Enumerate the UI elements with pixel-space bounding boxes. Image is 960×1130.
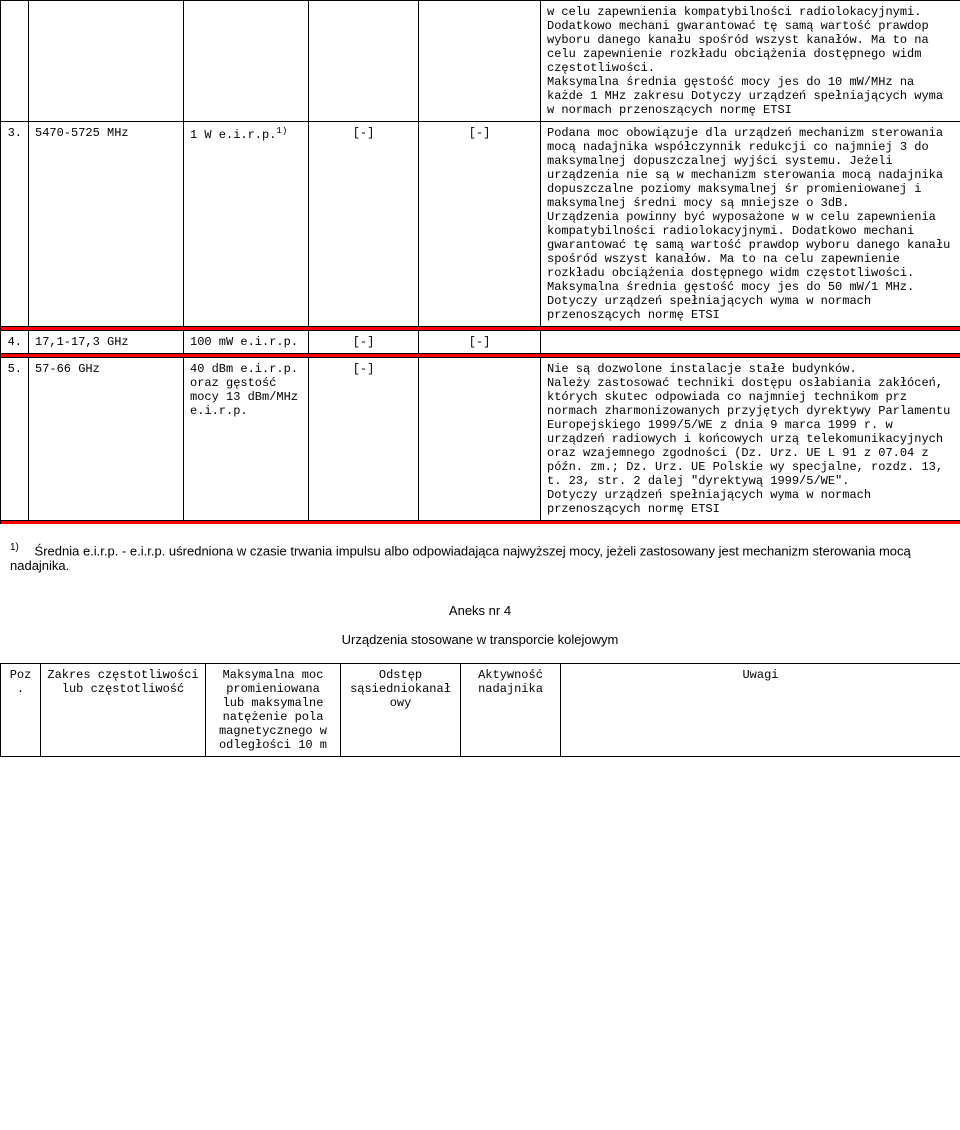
cell-notes: Podana moc obowiązuje dla urządzeń mecha… xyxy=(541,122,960,327)
table-row: w celu zapewnienia kompatybilności radio… xyxy=(1,1,960,122)
header-cell: Poz. xyxy=(1,664,41,757)
header-cell: Aktywność nadajnika xyxy=(461,664,561,757)
header-cell: Odstęp sąsiedniokanał owy xyxy=(341,664,461,757)
table-row: 4. 17,1-17,3 GHz 100 mW e.i.r.p. [-] [-] xyxy=(1,331,960,354)
cell-notes: Nie są dozwolone instalacje stałe budynk… xyxy=(541,358,960,521)
cell-power xyxy=(184,1,309,122)
table-header-row: Poz. Zakres częstotliwości lub częstotli… xyxy=(1,664,960,757)
cell-idx: 3. xyxy=(1,122,29,327)
cell-notes xyxy=(541,331,960,354)
superscript: 1) xyxy=(276,126,287,136)
cell-range: 5470-5725 MHz xyxy=(29,122,184,327)
cell-power: 40 dBm e.i.r.p. oraz gęstość mocy 13 dBm… xyxy=(184,358,309,521)
cell-power: 100 mW e.i.r.p. xyxy=(184,331,309,354)
cell-c1: [-] xyxy=(309,331,419,354)
annex-header-table: Poz. Zakres częstotliwości lub częstotli… xyxy=(0,663,960,757)
footnote-marker: 1) xyxy=(10,542,31,553)
header-cell: Maksymalna moc promieniowana lub maksyma… xyxy=(206,664,341,757)
header-cell: Uwagi xyxy=(561,664,960,757)
cell-c1 xyxy=(309,1,419,122)
footnote-text: Średnia e.i.r.p. - e.i.r.p. uśredniona w… xyxy=(10,543,911,573)
annex-subtitle: Urządzenia stosowane w transporcie kolej… xyxy=(0,632,960,647)
cell-c1: [-] xyxy=(309,358,419,521)
cell-range xyxy=(29,1,184,122)
annex-title: Aneks nr 4 xyxy=(0,603,960,618)
cell-range: 57-66 GHz xyxy=(29,358,184,521)
frequency-table: w celu zapewnienia kompatybilności radio… xyxy=(0,0,960,524)
cell-range: 17,1-17,3 GHz xyxy=(29,331,184,354)
cell-power: 1 W e.i.r.p.1) xyxy=(184,122,309,327)
cell-notes: w celu zapewnienia kompatybilności radio… xyxy=(541,1,960,122)
cell-idx: 5. xyxy=(1,358,29,521)
cell-c2: [-] xyxy=(419,122,541,327)
table-row: 5. 57-66 GHz 40 dBm e.i.r.p. oraz gęstoś… xyxy=(1,358,960,521)
cell-idx xyxy=(1,1,29,122)
table-row: 3. 5470-5725 MHz 1 W e.i.r.p.1) [-] [-] … xyxy=(1,122,960,327)
footnote: 1) Średnia e.i.r.p. - e.i.r.p. uśrednion… xyxy=(0,524,960,583)
header-cell: Zakres częstotliwości lub częstotliwość xyxy=(41,664,206,757)
cell-c1: [-] xyxy=(309,122,419,327)
cell-c2 xyxy=(419,1,541,122)
cell-c2 xyxy=(419,358,541,521)
cell-c2: [-] xyxy=(419,331,541,354)
cell-idx: 4. xyxy=(1,331,29,354)
